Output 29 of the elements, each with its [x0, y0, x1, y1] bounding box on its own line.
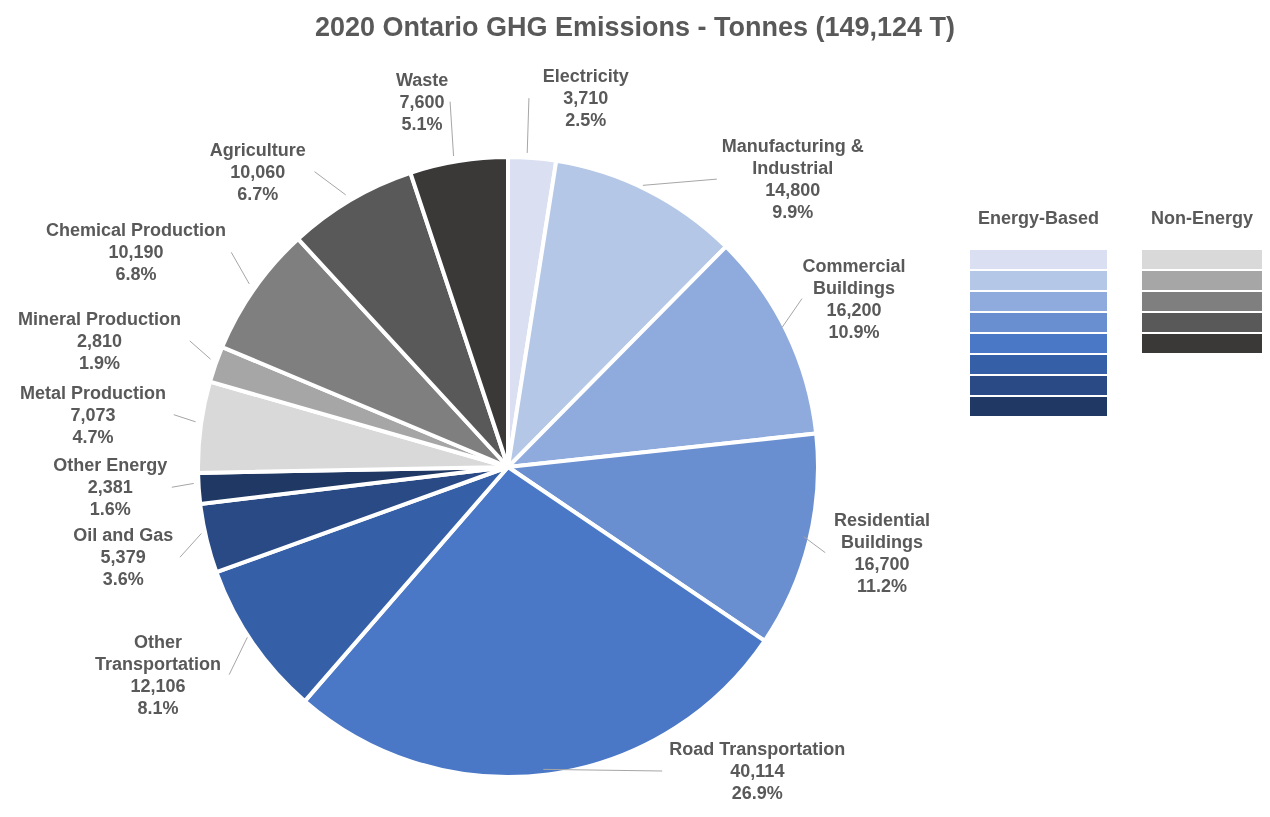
slice-label: Agriculture [209, 139, 306, 160]
slice-label: Waste [395, 69, 449, 90]
slice-label: Oil and Gas [73, 525, 174, 546]
data-label: 16,700 11.2% [854, 553, 910, 596]
data-label: 3,710 2.5% [563, 88, 609, 131]
data-label: 7,073 4.7% [70, 404, 116, 447]
slice-label: Manufacturing & Industrial [721, 136, 864, 179]
text: Energy-Based [976, 208, 1100, 230]
data-label: 14,800 9.9% [765, 180, 821, 223]
text: Non-Energy [1150, 208, 1254, 230]
data-label: 7,600 5.1% [399, 91, 445, 134]
slice-label: Chemical Production [46, 220, 227, 241]
slice-label: Commercial Buildings [802, 255, 906, 298]
slice-label: Electricity [542, 66, 629, 87]
data-label: 40,114 26.9% [730, 761, 785, 804]
data-label: 2,381 1.6% [87, 477, 133, 520]
slice-label: Mineral Production [17, 309, 181, 330]
slice-label: Metal Production [19, 382, 167, 403]
slice-label: Residential Buildings [833, 509, 931, 552]
slice-label: Other Transportation [94, 631, 221, 674]
data-label: 10,060 6.7% [230, 161, 286, 204]
slice-label: Other Energy [53, 455, 168, 476]
data-label: 2,810 1.9% [76, 331, 122, 374]
data-label: 5,379 3.6% [100, 547, 146, 590]
data-label: 10,190 6.8% [108, 242, 164, 285]
data-label: 16,200 10.9% [826, 299, 882, 342]
data-label: 12,106 8.1% [130, 675, 186, 718]
chart-title: 2020 Ontario GHG Emissions - Tonnes (149,124 T) [313, 12, 957, 43]
slice-label: Road Transportation [669, 739, 846, 760]
